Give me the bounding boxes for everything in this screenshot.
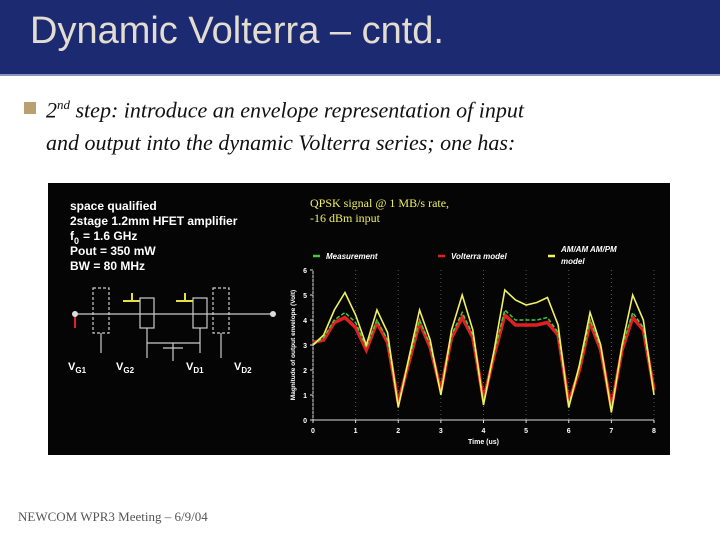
spec-line: space qualified — [70, 199, 157, 213]
bullet-superscript: nd — [57, 97, 70, 112]
chart-title: -16 dBm input — [310, 211, 381, 225]
bullet-marker — [24, 102, 36, 114]
y-tick-label: 6 — [303, 268, 307, 275]
output-node — [270, 311, 276, 317]
x-tick-label: 8 — [652, 428, 656, 435]
circuit-label: VG2 — [116, 361, 135, 375]
circuit-highlight — [123, 293, 193, 302]
x-tick-label: 7 — [609, 428, 613, 435]
header-bar: Dynamic Volterra – cntd. — [0, 0, 720, 76]
label-main: V — [116, 361, 124, 373]
legend-label: Measurement — [326, 252, 378, 261]
label-sub: G1 — [75, 366, 86, 375]
spec-rest: = 1.6 GHz — [83, 229, 137, 243]
x-tick-label: 5 — [524, 428, 528, 435]
bullet-text: step: introduce an envelope representati… — [75, 97, 524, 123]
y-tick-label: 0 — [303, 418, 307, 425]
circuit — [75, 287, 273, 361]
series-line — [312, 288, 655, 413]
x-tick-label: 6 — [567, 428, 571, 435]
spec-line: 2stage 1.2mm HFET amplifier — [70, 214, 238, 228]
circuit-label: VG1 — [68, 361, 87, 375]
label-main: V — [186, 361, 194, 373]
y-axis-label: Magnitude of output envelope (Volt) — [290, 290, 297, 400]
bullet-line: and output into the dynamic Volterra ser… — [46, 130, 515, 156]
label-sub: D2 — [241, 366, 252, 375]
y-tick-label: 1 — [303, 393, 307, 400]
circuit-label: VD1 — [186, 361, 204, 375]
chart-title: QPSK signal @ 1 MB/s rate, — [310, 196, 449, 210]
label-sub: G2 — [123, 366, 134, 375]
label-main: V — [68, 361, 76, 373]
figure-background — [48, 183, 670, 455]
slide-title: Dynamic Volterra – cntd. — [30, 10, 444, 52]
x-axis-label: Time (us) — [468, 439, 499, 446]
x-tick-label: 3 — [439, 428, 443, 435]
input-node — [72, 311, 78, 317]
bullet-number: 2 — [46, 97, 57, 123]
y-tick-label: 5 — [303, 293, 307, 300]
spec-line: Pout = 350 mW — [70, 244, 156, 258]
x-tick-label: 1 — [354, 428, 358, 435]
label-sub: D1 — [193, 366, 204, 375]
spec-line: f0 = 1.6 GHz — [70, 229, 137, 246]
legend-label: model — [561, 257, 585, 266]
bullet-line: 2nd step: introduce an envelope represen… — [46, 97, 524, 123]
label-main: V — [234, 361, 242, 373]
spec-sub: 0 — [74, 236, 79, 246]
spec-main: f — [70, 229, 75, 243]
footer: NEWCOM WPR3 Meeting – 6/9/04 — [18, 509, 208, 524]
y-tick-label: 2 — [303, 368, 307, 375]
spec-line: BW = 80 MHz — [70, 259, 145, 273]
legend-label: Volterra model — [451, 252, 507, 261]
legend-label: AM/AM AM/PM — [560, 245, 617, 254]
bullet-text: and output into the dynamic Volterra ser… — [46, 130, 516, 155]
y-tick-label: 4 — [303, 318, 307, 325]
x-tick-label: 4 — [482, 428, 486, 435]
y-tick-label: 3 — [303, 343, 307, 350]
x-tick-label: 2 — [396, 428, 400, 435]
circuit-label: VD2 — [234, 361, 252, 375]
x-tick-label: 0 — [311, 428, 315, 435]
